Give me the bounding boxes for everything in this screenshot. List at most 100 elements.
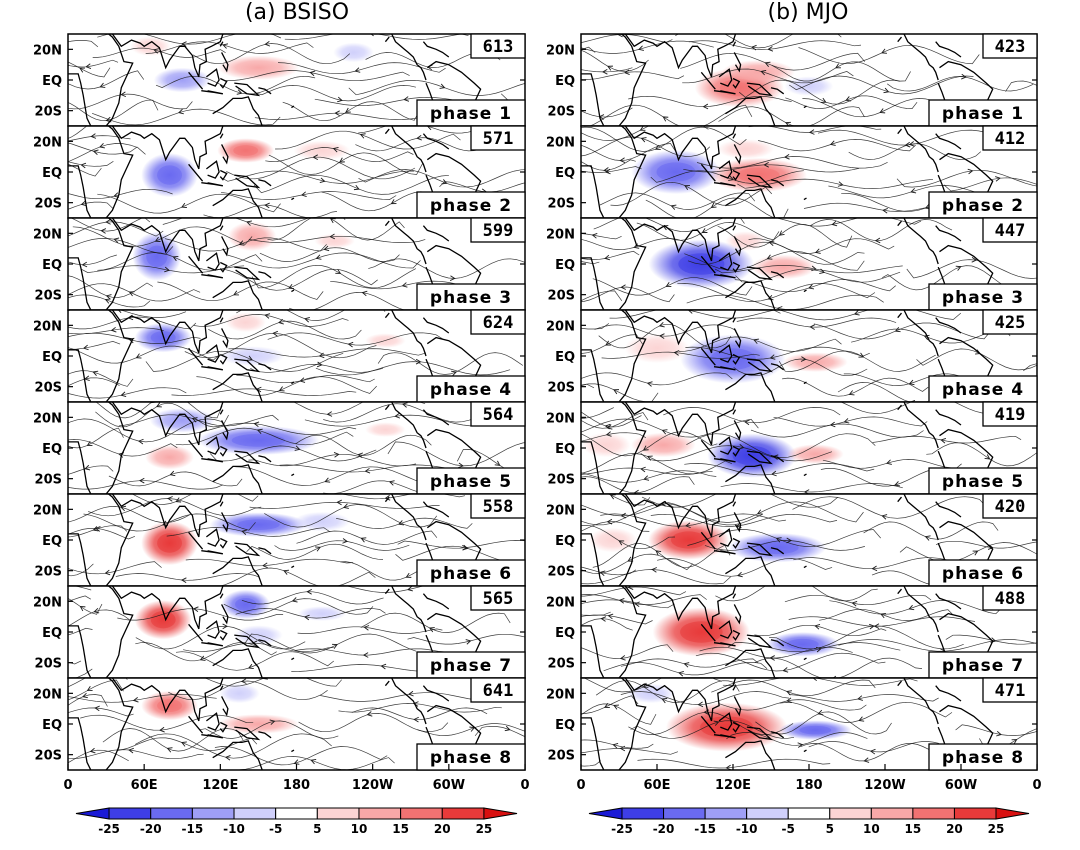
coastline bbox=[219, 317, 224, 323]
sample-count: 488 bbox=[995, 589, 1026, 609]
coastline bbox=[581, 716, 605, 770]
streamline bbox=[599, 192, 756, 210]
phase-label: phase 8 bbox=[942, 748, 1024, 768]
streamline bbox=[166, 527, 331, 537]
anomaly-blob bbox=[293, 140, 351, 161]
coastline bbox=[725, 740, 776, 770]
colorbar-segment bbox=[953, 807, 997, 820]
streamline bbox=[581, 586, 687, 597]
streamline-arrow bbox=[291, 597, 298, 603]
streamline-arrow bbox=[812, 678, 817, 682]
coastline bbox=[624, 126, 737, 170]
streamline-arrow bbox=[332, 147, 339, 153]
sample-count-box bbox=[982, 217, 1038, 243]
coastline bbox=[718, 528, 733, 547]
streamline bbox=[779, 701, 953, 723]
streamline-arrow bbox=[347, 341, 354, 348]
streamline-arrow bbox=[180, 577, 187, 583]
sample-count-box bbox=[470, 585, 526, 611]
coastline bbox=[219, 445, 228, 457]
streamline-arrow bbox=[390, 199, 397, 205]
streamline-arrow bbox=[619, 655, 626, 661]
streamline bbox=[68, 609, 131, 627]
streamline bbox=[248, 235, 426, 243]
streamline bbox=[581, 46, 596, 53]
x-tick-label: 180 bbox=[283, 778, 310, 793]
colorbar-segment bbox=[441, 807, 485, 820]
streamline-arrow bbox=[871, 565, 878, 572]
anomaly-blob bbox=[624, 333, 690, 364]
phase-label-box bbox=[416, 99, 526, 127]
streamline bbox=[620, 691, 790, 705]
anomaly-blob bbox=[626, 683, 675, 704]
coastline bbox=[718, 160, 733, 179]
coastline bbox=[68, 310, 134, 402]
coastline bbox=[201, 734, 224, 739]
streamline-arrow bbox=[858, 716, 865, 722]
streamline bbox=[162, 218, 346, 228]
streamline-arrow bbox=[262, 562, 268, 569]
streamline bbox=[733, 358, 868, 377]
sample-count: 599 bbox=[483, 221, 514, 241]
streamline-arrow bbox=[288, 283, 295, 290]
phase-label: phase 7 bbox=[942, 656, 1024, 676]
coastline bbox=[219, 41, 224, 47]
streamline bbox=[204, 678, 342, 687]
coastline bbox=[391, 494, 427, 541]
streamline-arrow bbox=[360, 537, 367, 543]
streamline-arrow bbox=[684, 185, 690, 191]
streamline-arrow bbox=[398, 520, 404, 526]
streamline bbox=[943, 177, 1037, 192]
coastline bbox=[770, 271, 785, 279]
coastline bbox=[219, 593, 224, 599]
streamline-arrow bbox=[620, 284, 626, 290]
y-tick-label: 20S bbox=[35, 657, 62, 672]
streamline bbox=[769, 625, 964, 650]
streamline-arrow bbox=[873, 623, 880, 629]
coastline bbox=[935, 593, 962, 610]
streamline-arrow bbox=[333, 452, 340, 458]
coastline bbox=[746, 266, 773, 281]
streamline-arrow bbox=[99, 82, 106, 88]
anomaly-core bbox=[700, 716, 754, 738]
coastline bbox=[384, 680, 390, 687]
streamline bbox=[68, 61, 111, 78]
y-tick-label: 20S bbox=[35, 105, 62, 120]
coastline bbox=[233, 28, 241, 33]
streamline-arrow bbox=[670, 204, 677, 210]
streamline-arrow bbox=[638, 45, 644, 51]
coastline bbox=[219, 77, 228, 89]
streamline bbox=[581, 739, 654, 749]
x-tick-label: 120E bbox=[202, 778, 238, 793]
x-tick-label: 60W bbox=[945, 778, 977, 793]
streamline-arrow bbox=[646, 381, 653, 387]
streamline-arrow bbox=[612, 742, 619, 749]
colorbar: -25 -20 -15 -10 -5 5 10 15 20 25 bbox=[588, 807, 1030, 836]
streamline bbox=[899, 542, 1037, 563]
colorbar-label: -15 bbox=[694, 822, 716, 836]
anomaly-core bbox=[231, 433, 286, 447]
panel-mjo: 20N EQ 20S 423 phase 1 20N EQ 20S 412 phase 2 20N E… bbox=[546, 33, 1042, 793]
streamline bbox=[70, 218, 151, 232]
y-tick-label: EQ bbox=[42, 534, 62, 549]
coastline bbox=[234, 634, 261, 649]
coastline bbox=[732, 501, 737, 507]
anomaly-core bbox=[146, 245, 168, 268]
coastline bbox=[803, 473, 807, 477]
streamline-arrow bbox=[99, 143, 105, 149]
sample-count-box bbox=[982, 677, 1038, 703]
coastline bbox=[803, 749, 807, 753]
colorbar-segment bbox=[108, 807, 152, 820]
coastline bbox=[111, 402, 224, 446]
streamline-arrow bbox=[701, 228, 708, 234]
coastline bbox=[803, 289, 807, 293]
y-tick-label: EQ bbox=[555, 166, 575, 181]
streamline-arrow bbox=[105, 219, 111, 225]
coastline bbox=[903, 678, 939, 725]
map-row: 20N EQ 20S 420 phase 6 bbox=[546, 493, 1038, 587]
streamline bbox=[640, 445, 833, 462]
coastline bbox=[732, 133, 737, 139]
coastline bbox=[581, 72, 605, 126]
coastline bbox=[291, 657, 295, 661]
phase-label: phase 5 bbox=[430, 472, 512, 492]
